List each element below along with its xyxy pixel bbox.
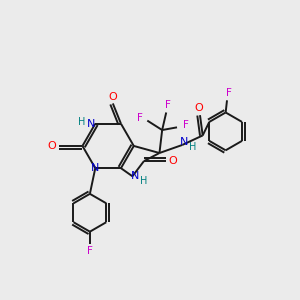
Text: H: H [189, 142, 196, 152]
Text: N: N [180, 137, 188, 147]
Text: F: F [137, 113, 143, 123]
Text: O: O [194, 103, 203, 112]
Text: N: N [131, 171, 139, 181]
Text: H: H [140, 176, 148, 186]
Text: F: F [226, 88, 232, 98]
Text: H: H [77, 117, 85, 127]
Text: F: F [87, 246, 93, 256]
Text: O: O [169, 156, 178, 166]
Text: N: N [91, 163, 100, 173]
Text: N: N [87, 119, 95, 129]
Text: F: F [183, 120, 189, 130]
Text: O: O [109, 92, 117, 102]
Text: F: F [165, 100, 170, 110]
Text: O: O [47, 141, 56, 151]
